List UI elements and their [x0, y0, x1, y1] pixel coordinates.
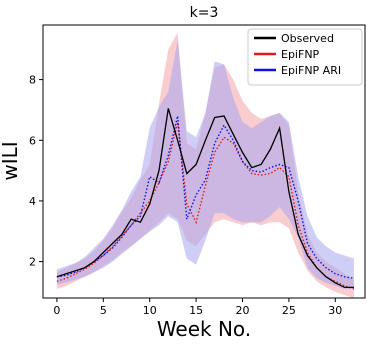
x-tick-label: 20: [236, 304, 250, 317]
x-axis-ticks: 0 5 10 15 20 25 30: [53, 298, 342, 317]
y-tick-label: 2: [29, 256, 36, 269]
x-axis-label: Week No.: [157, 317, 251, 341]
plot-frame: [42, 24, 366, 299]
x-tick-label: 10: [143, 304, 157, 317]
legend-box: [247, 28, 363, 86]
series-lines: [56, 108, 355, 290]
x-tick-label: 15: [189, 304, 203, 317]
y-tick-label: 6: [29, 134, 36, 147]
band-epifnp-ari: [56, 40, 354, 289]
line-observed: [56, 108, 354, 289]
y-axis-ticks: 2 4 6 8: [29, 74, 43, 269]
x-tick-label: 0: [53, 304, 60, 317]
legend-label-observed: Observed: [281, 32, 334, 45]
legend-label-epifnp: EpiFNP: [281, 48, 320, 61]
y-tick-label: 8: [29, 74, 36, 87]
y-tick-label: 4: [29, 195, 36, 208]
confidence-bands: [56, 32, 354, 298]
legend-label-epifnp-ari: EpiFNP ARI: [281, 64, 341, 77]
legend: Observed EpiFNP EpiFNP ARI: [247, 28, 363, 86]
line-epifnp: [56, 121, 355, 290]
chart-title: k=3: [190, 5, 219, 21]
x-tick-label: 30: [328, 304, 342, 317]
y-axis-label: wILI: [0, 141, 22, 180]
line-epifnp-ari: [56, 115, 355, 279]
x-tick-label: 5: [100, 304, 107, 317]
x-tick-label: 25: [282, 304, 296, 317]
